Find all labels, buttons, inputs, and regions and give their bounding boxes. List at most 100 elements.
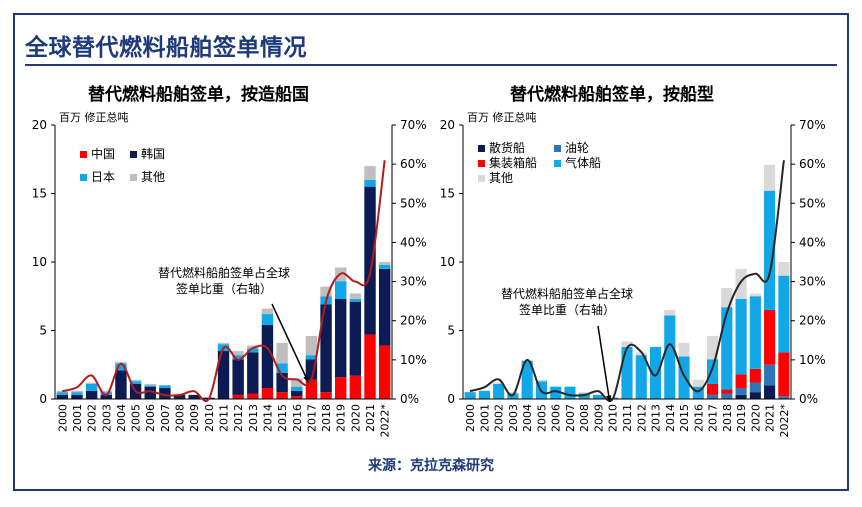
bar-segment xyxy=(305,335,318,356)
bar-segment xyxy=(578,392,590,394)
x-tick-label: 2000 xyxy=(464,404,477,432)
bar-segment xyxy=(778,275,790,353)
bar-segment xyxy=(276,392,288,399)
chart-2-title: 替代燃料船舶签单，按船型 xyxy=(510,85,714,105)
right-tick-label: 0% xyxy=(400,392,419,406)
bar-segment xyxy=(635,352,647,356)
right-tick-label: 50% xyxy=(400,196,427,210)
bar-segment xyxy=(261,314,274,326)
bar-segment xyxy=(535,379,547,382)
bar-segment xyxy=(173,394,186,399)
x-tick-label: 2005 xyxy=(130,404,143,432)
right-tick-label: 40% xyxy=(799,235,826,249)
x-tick-label: 2009 xyxy=(188,404,201,432)
legend-label: 韩国 xyxy=(141,146,165,161)
x-tick-label: 2004 xyxy=(521,404,534,432)
x-tick-label: 2007 xyxy=(564,404,577,432)
chart-frame xyxy=(13,13,849,491)
bar-segment xyxy=(232,394,244,399)
bar-segment xyxy=(764,385,776,399)
left-tick-label: 20 xyxy=(32,118,47,132)
legend-swatch xyxy=(80,174,87,181)
bar-segment xyxy=(764,364,776,386)
bar-segment xyxy=(232,351,244,356)
bar-segment xyxy=(247,352,259,394)
bar-segment xyxy=(335,298,347,378)
x-tick-label: 2021 xyxy=(364,404,377,432)
legend-swatch xyxy=(478,175,485,182)
annotation-text: 签单比重（右轴） xyxy=(176,281,272,296)
annotation-arrow xyxy=(597,325,611,403)
bar-segment xyxy=(349,298,362,302)
bar-segment xyxy=(364,186,376,335)
right-tick-label: 0% xyxy=(799,392,818,406)
bar-segment xyxy=(100,390,112,393)
bar-segment xyxy=(115,370,127,399)
bar-segment xyxy=(217,342,230,345)
legend-swatch xyxy=(554,160,561,167)
bar-segment xyxy=(335,281,347,299)
right-tick-label: 10% xyxy=(400,353,427,367)
bar-segment xyxy=(692,379,704,387)
bar-segment xyxy=(578,393,590,399)
bar-segment xyxy=(85,382,98,384)
title-divider xyxy=(25,64,837,66)
bar-segment xyxy=(159,385,171,389)
x-tick-label: 2002 xyxy=(493,404,506,432)
x-tick-label: 2022* xyxy=(778,404,791,438)
bar-segment xyxy=(507,393,519,399)
bar-segment xyxy=(707,359,719,384)
bar-segment xyxy=(144,383,156,386)
bar-segment xyxy=(144,385,156,387)
bar-segment xyxy=(100,392,112,395)
bar-segment xyxy=(71,390,83,393)
bar-segment xyxy=(56,394,69,399)
x-tick-label: 2019 xyxy=(735,404,748,432)
left-tick-label: 0 xyxy=(447,392,455,406)
bar-segment xyxy=(478,390,490,399)
legend-swatch xyxy=(130,151,137,158)
left-tick-label: 10 xyxy=(440,255,455,269)
legend-label: 日本 xyxy=(91,170,115,184)
bar-segment xyxy=(276,372,288,393)
bar-segment xyxy=(71,392,83,395)
bar-segment xyxy=(378,268,391,346)
bar-segment xyxy=(778,352,790,397)
chart-1-title: 替代燃料船舶签单，按造船国 xyxy=(88,85,309,105)
right-tick-label: 20% xyxy=(799,314,826,328)
x-tick-label: 2016 xyxy=(291,404,304,432)
x-tick-label: 2015 xyxy=(678,404,691,432)
bar-segment xyxy=(649,346,662,399)
right-tick-label: 40% xyxy=(400,235,427,249)
bar-segment xyxy=(56,392,69,395)
bar-segment xyxy=(349,301,362,376)
bar-segment xyxy=(159,388,171,399)
right-tick-label: 60% xyxy=(799,157,826,171)
bar-segment xyxy=(261,388,274,399)
x-tick-label: 2020 xyxy=(749,404,762,432)
x-tick-label: 2010 xyxy=(203,404,216,432)
bar-segment xyxy=(749,382,761,393)
left-axis-unit: 百万 修正总吨 xyxy=(467,110,537,124)
bar-segment xyxy=(707,394,719,399)
bar-segment xyxy=(247,345,259,349)
annotation-arrow xyxy=(271,303,310,383)
x-tick-label: 2020 xyxy=(349,404,362,432)
bar-segment xyxy=(247,348,259,353)
legend-label: 气体船 xyxy=(565,155,601,170)
x-tick-label: 2015 xyxy=(276,404,289,432)
bar-segment xyxy=(232,355,244,360)
bar-segment xyxy=(493,382,505,384)
bar-segment xyxy=(678,356,690,399)
left-axis-unit: 百万 修正总吨 xyxy=(59,110,129,124)
right-tick-label: 50% xyxy=(799,196,826,210)
bar-segment xyxy=(749,392,761,399)
bar-segment xyxy=(749,293,761,297)
x-tick-label: 2021 xyxy=(764,404,777,432)
bar-segment xyxy=(261,308,274,315)
bar-segment xyxy=(664,315,676,399)
bar-segment xyxy=(678,342,690,357)
bar-segment xyxy=(464,392,476,399)
legend-label: 散货船 xyxy=(489,140,525,155)
